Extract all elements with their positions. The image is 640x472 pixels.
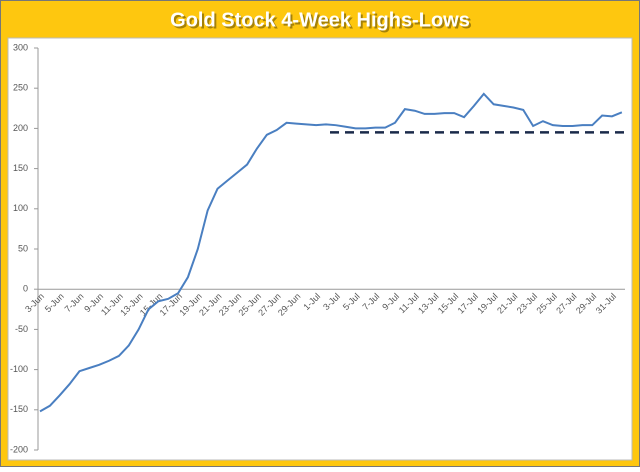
y-tick-label: -200 bbox=[10, 444, 28, 454]
y-tick-label: 50 bbox=[18, 243, 28, 253]
y-tick-label: 250 bbox=[13, 83, 28, 93]
plot-area bbox=[7, 37, 633, 461]
chart-title: Gold Stock 4-Week Highs-Lows bbox=[170, 9, 470, 31]
title-shadow: Gold Stock 4-Week Highs-Lows bbox=[172, 11, 472, 33]
y-tick-label: 150 bbox=[13, 163, 28, 173]
data-line bbox=[39, 92, 623, 413]
y-tick-label: 300 bbox=[13, 42, 28, 52]
y-tick-label: -50 bbox=[15, 324, 28, 334]
y-tick-label: 100 bbox=[13, 203, 28, 213]
y-tick-label: -150 bbox=[10, 404, 28, 414]
y-tick-label: -100 bbox=[10, 364, 28, 374]
y-tick-label: 200 bbox=[13, 123, 28, 133]
y-tick-label: 0 bbox=[23, 284, 28, 294]
